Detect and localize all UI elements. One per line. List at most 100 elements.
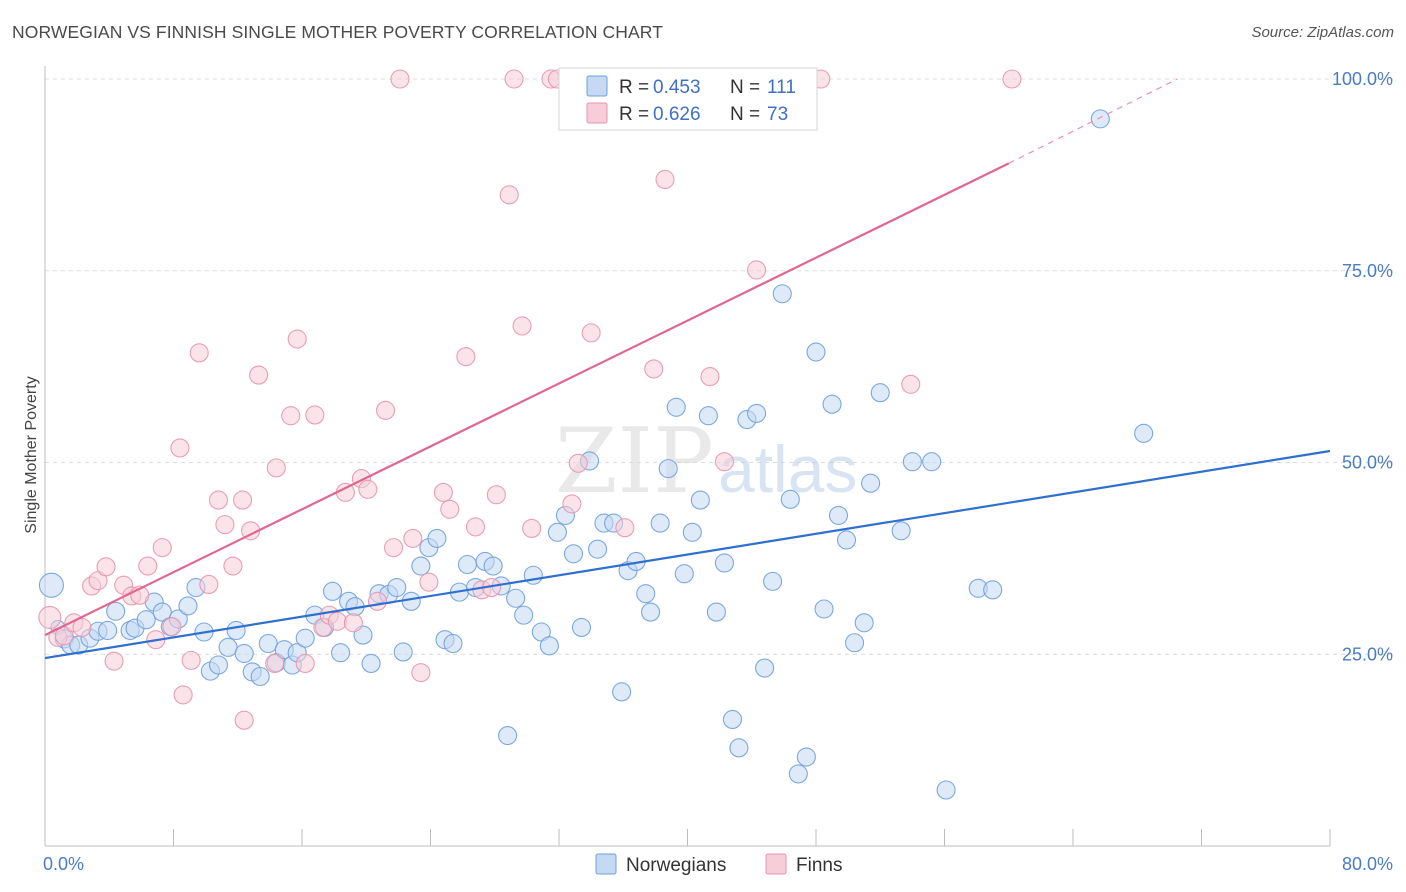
data-point-norwegians: [780, 489, 800, 509]
data-point-finns: [419, 572, 439, 592]
data-point-norwegians: [226, 620, 246, 641]
trend-line-finns: [44, 162, 1010, 637]
data-point-finns: [181, 650, 201, 670]
data-point-norwegians: [295, 628, 315, 648]
data-point-norwegians: [361, 653, 381, 674]
data-point-finns: [375, 400, 396, 420]
data-point-norwegians: [636, 584, 656, 604]
tick-labels: 25.0% 50.0% 75.0% 100.0% 0.0% 80.0%: [43, 69, 1393, 874]
data-point-norwegians: [514, 605, 534, 625]
data-point-finns: [747, 260, 767, 280]
data-point-norwegians: [322, 581, 343, 601]
data-point-norwegians: [483, 556, 503, 576]
legend-n-value-2: 73: [767, 104, 788, 125]
data-point-norwegians: [136, 610, 156, 630]
data-point-finns: [266, 458, 286, 478]
data-point-norwegians: [650, 513, 670, 533]
data-point-norwegians: [870, 383, 890, 403]
data-point-norwegians: [571, 617, 592, 637]
data-point-finns: [615, 518, 635, 538]
data-point-finns: [189, 343, 209, 363]
data-point-norwegians: [747, 403, 767, 423]
bottom-legend-swatch-finns: [765, 853, 787, 875]
data-point-norwegians: [674, 564, 694, 584]
data-point-norwegians: [106, 601, 126, 621]
data-point-finns: [265, 653, 285, 674]
data-point-finns: [411, 663, 431, 683]
data-point-norwegians: [983, 580, 1003, 600]
data-point-finns: [208, 490, 229, 510]
bottom-legend-finns: Finns: [796, 855, 842, 876]
data-point-finns: [249, 365, 269, 385]
data-point-finns: [223, 556, 243, 576]
data-point-finns: [162, 617, 182, 637]
axes: [44, 66, 1331, 847]
data-point-finns: [403, 528, 423, 548]
data-point-finns: [343, 613, 363, 633]
data-point-norwegians: [836, 530, 857, 550]
data-point-norwegians: [427, 528, 447, 548]
data-point-finns: [104, 651, 124, 671]
data-point-norwegians: [387, 577, 407, 598]
data-point-finns: [234, 710, 254, 730]
data-point-norwegians: [722, 709, 743, 729]
data-point-finns: [281, 406, 301, 426]
data-point-norwegians: [1134, 423, 1154, 443]
data-point-norwegians: [411, 556, 431, 576]
data-point-finns: [486, 485, 506, 505]
data-point-finns: [1002, 69, 1022, 89]
y-tick-label: 25.0%: [1342, 644, 1393, 664]
correlation-legend: R = 0.453 N = 111 R = 0.626 N = 73: [558, 67, 818, 131]
data-point-norwegians: [861, 473, 881, 493]
data-point-norwegians: [208, 655, 229, 675]
data-point-norwegians: [698, 406, 718, 426]
data-point-norwegians: [666, 397, 686, 417]
data-point-finns: [170, 438, 190, 458]
data-point-norwegians: [854, 613, 874, 633]
series-finns: [38, 69, 1022, 730]
legend-n-label-2: N =: [730, 104, 760, 125]
data-point-finns: [512, 316, 532, 336]
data-point-norwegians: [891, 521, 911, 541]
data-point-norwegians: [729, 738, 749, 758]
y-tick-label: 50.0%: [1342, 453, 1393, 473]
data-point-norwegians: [714, 553, 734, 573]
data-point-finns: [367, 591, 388, 611]
chart-title: NORWEGIAN VS FINNISH SINGLE MOTHER POVER…: [12, 22, 664, 42]
data-point-norwegians: [563, 544, 584, 564]
data-point-finns: [152, 538, 172, 558]
data-point-norwegians: [796, 747, 816, 767]
data-point-finns: [714, 452, 734, 472]
data-point-norwegians: [547, 522, 567, 542]
data-point-finns: [384, 538, 404, 558]
trend-extension-finns: [1008, 78, 1178, 164]
data-point-finns: [295, 653, 315, 674]
data-point-finns: [305, 405, 325, 425]
data-point-finns: [581, 323, 601, 343]
legend-r-value-1: 0.453: [653, 77, 701, 98]
data-point-norwegians: [788, 764, 808, 784]
data-point-finns: [700, 367, 720, 387]
data-point-finns: [173, 685, 193, 705]
data-point-norwegians: [902, 452, 922, 472]
data-point-norwegians: [98, 620, 118, 641]
data-point-finns: [456, 347, 476, 367]
legend-r-label-1: R =: [619, 77, 649, 98]
series-norwegians: [38, 109, 1154, 800]
data-point-norwegians: [152, 602, 172, 622]
watermark: ZIP atlas: [555, 409, 857, 514]
data-point-finns: [499, 185, 519, 205]
data-point-norwegians: [806, 342, 826, 362]
y-axis-label: Single Mother Poverty: [23, 376, 40, 533]
data-point-finns: [655, 169, 675, 190]
data-point-norwegians: [706, 602, 726, 622]
data-point-norwegians: [498, 726, 518, 746]
data-point-finns: [901, 374, 921, 394]
y-tick-label: 100.0%: [1332, 69, 1393, 89]
data-point-norwegians: [1090, 109, 1110, 129]
bottom-legend-norwegians: Norwegians: [626, 855, 726, 876]
data-point-finns: [358, 479, 378, 499]
legend-r-value-2: 0.626: [653, 104, 701, 125]
legend-r-label-2: R =: [619, 104, 649, 125]
